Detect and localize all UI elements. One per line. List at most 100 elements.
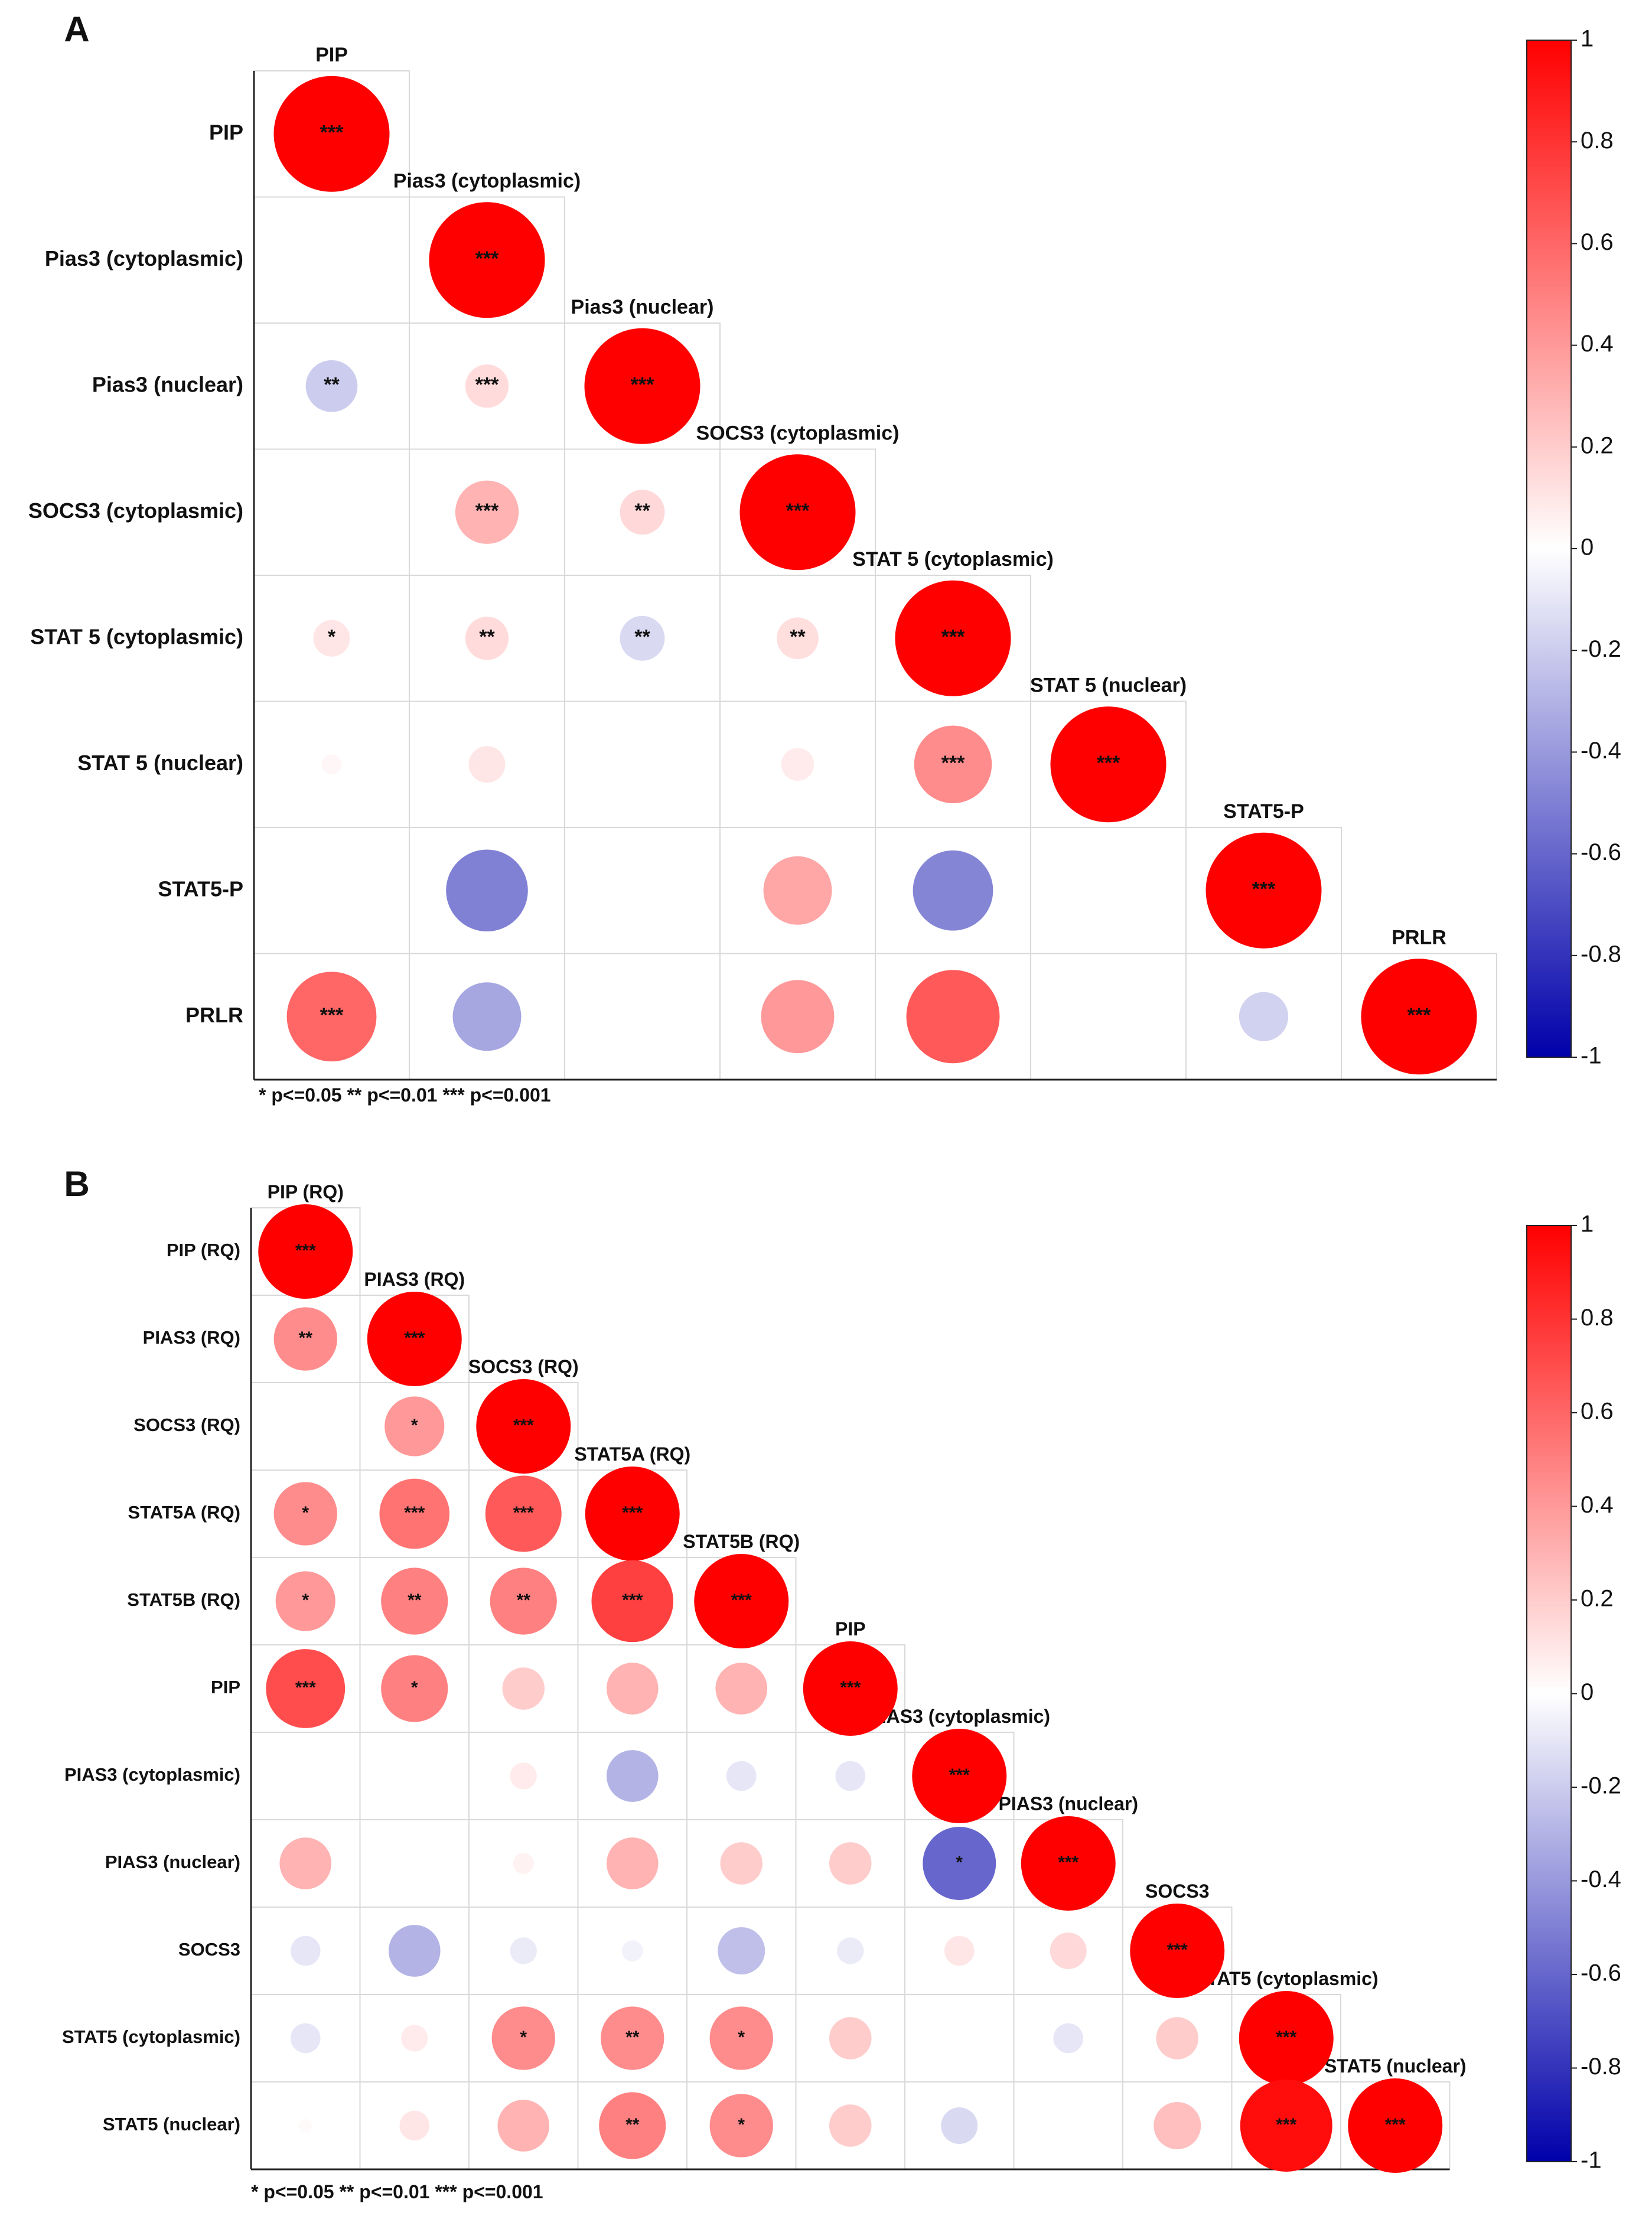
panel-b-correlation-circle bbox=[513, 1853, 535, 1874]
panel-b-correlation-circle bbox=[510, 1762, 537, 1790]
panel-a-correlation-circle bbox=[1361, 959, 1477, 1075]
panel-a-correlation-circle bbox=[584, 328, 700, 444]
panel-a-colorbar bbox=[1526, 40, 1572, 1058]
panel-a-column-label: PIP bbox=[315, 44, 348, 66]
panel-b-correlation-circle bbox=[606, 1663, 659, 1715]
panel-a-colorbar-tick-label: 1 bbox=[1581, 26, 1594, 52]
panel-b-correlation-circle bbox=[1021, 1816, 1116, 1911]
panel-a-correlation-circle bbox=[455, 480, 519, 544]
panel-b-correlation-circle bbox=[476, 1379, 571, 1474]
panel-b-column-label: STAT5B (RQ) bbox=[683, 1531, 800, 1552]
panel-b-row-label: STAT5A (RQ) bbox=[128, 1502, 240, 1523]
panel-b-column-label: SOCS3 bbox=[1145, 1881, 1209, 1902]
panel-b-significance-stars: * bbox=[411, 1416, 418, 1435]
panel-b-colorbar-tick-label: 0 bbox=[1581, 1679, 1594, 1705]
panel-b-correlation-circle bbox=[367, 1292, 462, 1386]
panel-b-significance-stars: *** bbox=[1167, 1940, 1188, 1960]
panel-a-significance-stars: ** bbox=[324, 374, 340, 396]
panel-a-column-label: STAT 5 (nuclear) bbox=[1030, 674, 1187, 697]
panel-b-significance-stars: *** bbox=[404, 1503, 425, 1523]
panel-a-colorbar-tick-label: 0.8 bbox=[1581, 128, 1614, 154]
panel-b-correlation-circle bbox=[715, 1663, 768, 1715]
panel-b-correlation-circle bbox=[1053, 2023, 1084, 2054]
panel-a-significance-stars: *** bbox=[631, 374, 654, 396]
panel-a-grid-cell bbox=[564, 700, 721, 828]
panel-a: A PIP Pias3 (cytoplasmic) Pias3 (nuclear) SO… bbox=[28, 9, 1621, 1106]
panel-b-column-label: PIAS3 (cytoplasmic) bbox=[868, 1706, 1050, 1727]
panel-b-correlation-circle bbox=[591, 1560, 674, 1643]
panel-a-correlation-circle bbox=[465, 617, 509, 660]
panel-a-correlation-circle bbox=[906, 970, 1000, 1064]
panel-b-correlation-circle bbox=[497, 2100, 550, 2152]
panel-b-colorbar-tick-label: -1 bbox=[1581, 2147, 1602, 2173]
panel-b-row-label: STAT5 (nuclear) bbox=[103, 2114, 240, 2134]
panel-b-correlation-circle bbox=[379, 1478, 450, 1549]
panel-a-correlation-circle bbox=[321, 754, 342, 775]
panel-b-colorbar-tick-label: 0.2 bbox=[1581, 1586, 1614, 1612]
panel-b-significance-stars: * bbox=[738, 2028, 745, 2047]
panel-a-colorbar-tick-label: -0.6 bbox=[1581, 839, 1621, 865]
panel-b-column-label: STAT5A (RQ) bbox=[574, 1443, 690, 1465]
panel-b-colorbar-tick-label: -0.6 bbox=[1581, 1960, 1621, 1986]
panel-a-correlation-circle bbox=[739, 454, 856, 571]
panel-b-correlation-circle bbox=[599, 2092, 666, 2159]
panel-b-correlation-circle bbox=[490, 1568, 557, 1635]
panel-b-correlation-circle bbox=[694, 1554, 789, 1648]
panel-b-significance-stars: *** bbox=[404, 1328, 425, 1348]
panel-b-correlation-circle bbox=[273, 1482, 337, 1546]
panel-b-significance-stars: ** bbox=[408, 1591, 422, 1610]
panel-a-correlation-circle bbox=[452, 982, 522, 1051]
panel-a-correlation-circle bbox=[761, 980, 835, 1054]
panel-b-significance-stars: * bbox=[411, 1678, 418, 1697]
panel-a-grid-cell bbox=[564, 827, 721, 954]
panel-b-correlation-circle bbox=[381, 1655, 448, 1722]
panel-b-colorbar-tick-label: 0.8 bbox=[1581, 1305, 1614, 1331]
panel-a-significance-stars: *** bbox=[786, 500, 810, 522]
panel-b-correlation-circle bbox=[1154, 2102, 1201, 2149]
panel-b-significance-stars: *** bbox=[731, 1591, 752, 1610]
panel-a-correlation-circle bbox=[1050, 706, 1166, 823]
panel-b-correlation-circle bbox=[1050, 1933, 1087, 1969]
panel-b-significance-stars: * bbox=[520, 2028, 527, 2047]
panel-b-significance-stars: *** bbox=[949, 1765, 970, 1785]
panel-b-correlation-circle bbox=[510, 1937, 537, 1964]
panel-b-colorbar-tick-label: 0.6 bbox=[1581, 1399, 1614, 1425]
panel-b-column-label: SOCS3 (RQ) bbox=[468, 1356, 579, 1377]
panel-b-colorbar-tick-label: -0.4 bbox=[1581, 1866, 1621, 1892]
panel-b-correlation-circle bbox=[1240, 2080, 1332, 2172]
panel-b-label: B bbox=[64, 1164, 89, 1204]
panel-b-grid-cell bbox=[250, 1732, 361, 1820]
panel-a-grid-cell bbox=[1030, 827, 1187, 954]
panel-a-colorbar-tick-label: -0.4 bbox=[1581, 738, 1621, 764]
panel-b-significance-stars: *** bbox=[295, 1678, 316, 1697]
panel-a-correlation-circle bbox=[468, 746, 506, 783]
panel-a-colorbar-tick-label: -0.2 bbox=[1581, 636, 1621, 662]
panel-b-row-label: SOCS3 bbox=[178, 1939, 240, 1960]
panel-b-row-label: PIAS3 (nuclear) bbox=[105, 1852, 240, 1872]
panel-a-correlation-circle bbox=[620, 615, 665, 661]
panel-b-significance-stars: *** bbox=[1276, 2028, 1296, 2047]
panel-b-grid-cell bbox=[1013, 2081, 1123, 2170]
panel-b-correlation-circle bbox=[1130, 1904, 1225, 1998]
panel-a-significance-legend: * p<=0.05 ** p<=0.01 *** p<=0.001 bbox=[259, 1084, 551, 1106]
panel-b-correlation-circle bbox=[1348, 2078, 1443, 2173]
panel-b-colorbar-tick-label: -0.2 bbox=[1581, 1773, 1621, 1799]
panel-b-row-label: PIP bbox=[211, 1677, 240, 1697]
panel-a-correlation-circle bbox=[429, 202, 545, 318]
panel-b-significance-stars: ** bbox=[625, 2028, 640, 2047]
panel-b-correlation-circle bbox=[273, 1307, 337, 1371]
panel-b-column-label: PIP (RQ) bbox=[268, 1181, 344, 1202]
panel-b-significance-stars: * bbox=[738, 2115, 745, 2134]
panel-b-correlation-circle bbox=[835, 1761, 866, 1791]
panel-a-colorbar-tick-label: 0.4 bbox=[1581, 331, 1614, 357]
panel-b-significance-stars: ** bbox=[625, 2115, 640, 2134]
panel-b-correlation-circle bbox=[258, 1204, 353, 1299]
panel-b-correlation-circle bbox=[837, 1937, 864, 1964]
panel-b-colorbar bbox=[1526, 1225, 1572, 2162]
panel-b-grid-cell bbox=[904, 1994, 1015, 2083]
panel-b-significance-legend: * p<=0.05 ** p<=0.01 *** p<=0.001 bbox=[251, 2181, 543, 2202]
panel-a-row-label: STAT5-P bbox=[158, 876, 243, 901]
panel-b-grid-cell bbox=[359, 1732, 470, 1820]
panel-a-correlation-circle bbox=[305, 360, 358, 412]
panel-b-row-label: SOCS3 (RQ) bbox=[133, 1415, 240, 1435]
